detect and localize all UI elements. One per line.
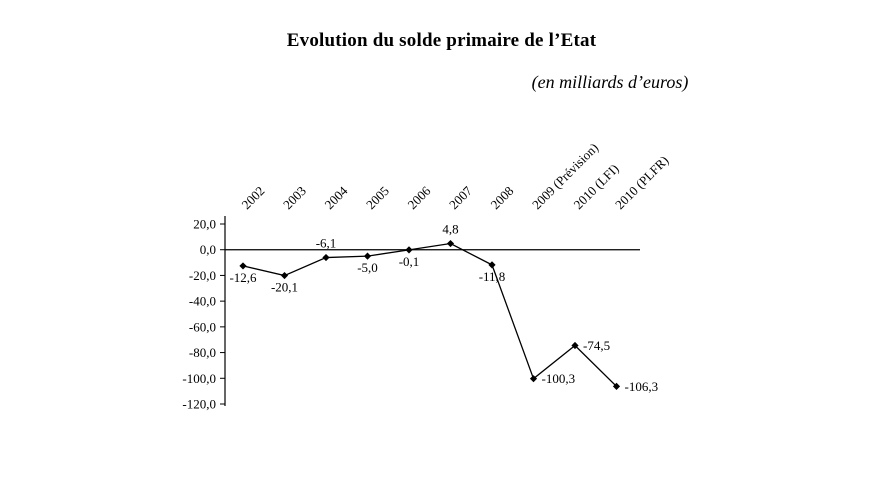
- x-category-label: 2002: [239, 183, 268, 212]
- data-point-label: 4,8: [442, 222, 458, 237]
- data-point-label: -6,1: [316, 236, 337, 251]
- y-tick-label: -20,0: [189, 268, 216, 283]
- x-category-label: 2005: [363, 183, 392, 212]
- data-point-label: -5,0: [357, 260, 378, 275]
- data-point-marker: [363, 252, 372, 260]
- y-tick-label: -40,0: [189, 294, 216, 309]
- x-category-label: 2008: [488, 183, 517, 212]
- data-point-marker: [239, 262, 247, 270]
- y-tick-label: -100,0: [182, 371, 216, 386]
- data-point-label: -20,1: [271, 280, 298, 295]
- data-point-label: -74,5: [583, 338, 610, 353]
- chart-subtitle: (en milliards d’euros): [531, 72, 689, 92]
- x-category-label: 2010 (PLFR): [612, 153, 671, 212]
- y-tick-label: -80,0: [189, 345, 216, 360]
- data-point-label: -100,3: [542, 371, 576, 386]
- data-point-marker: [571, 341, 579, 350]
- data-point-marker: [446, 239, 455, 248]
- x-category-label: 2006: [405, 183, 434, 212]
- y-tick-label: -60,0: [189, 319, 216, 334]
- chart-title: Evolution du solde primaire de l’Etat: [286, 30, 597, 51]
- x-category-label: 2004: [322, 183, 351, 212]
- data-point-marker: [322, 253, 330, 262]
- series-line: [242, 242, 617, 387]
- data-point-marker: [529, 375, 538, 383]
- data-point-marker: [280, 271, 289, 280]
- x-category-label: 2003: [280, 183, 309, 212]
- data-point-label: -0,1: [399, 254, 420, 269]
- x-category-label: 2007: [446, 183, 475, 212]
- data-point-label: -12,6: [229, 270, 257, 285]
- y-tick-label: -120,0: [182, 397, 216, 412]
- data-point-marker: [612, 382, 621, 390]
- data-point-label: -106,3: [625, 379, 659, 394]
- y-tick-label: 20,0: [193, 217, 216, 232]
- y-tick-label: 0,0: [200, 242, 216, 257]
- data-point-marker: [405, 246, 413, 254]
- data-point-label: -11,8: [479, 269, 506, 284]
- data-point-marker: [488, 261, 496, 269]
